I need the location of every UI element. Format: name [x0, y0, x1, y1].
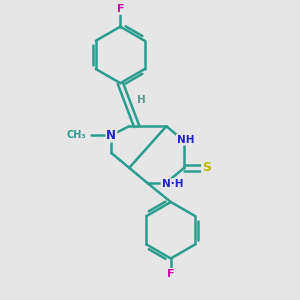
- Text: N·H: N·H: [161, 179, 183, 189]
- Text: H: H: [137, 95, 146, 105]
- Text: F: F: [167, 269, 175, 279]
- Text: S: S: [202, 161, 211, 174]
- Text: F: F: [116, 4, 124, 14]
- Text: N: N: [106, 129, 116, 142]
- Text: NH: NH: [177, 135, 194, 145]
- Text: CH₃: CH₃: [67, 130, 86, 140]
